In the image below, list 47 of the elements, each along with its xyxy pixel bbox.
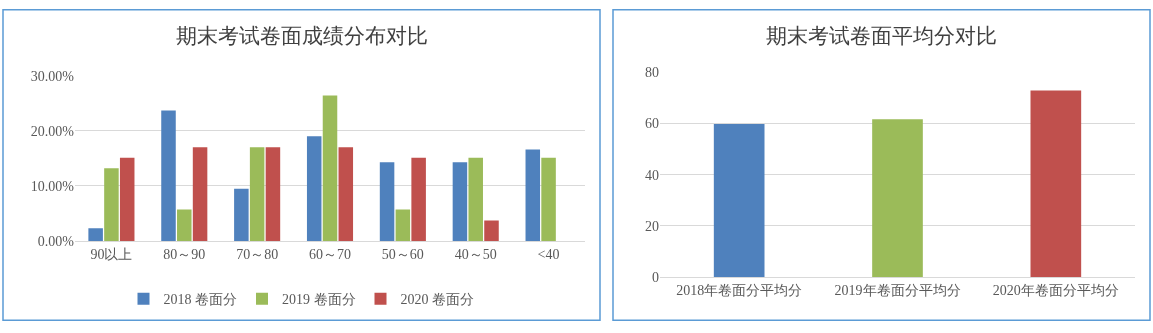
bar [525, 149, 541, 241]
bar [338, 147, 354, 241]
bar [379, 162, 395, 241]
bar [306, 136, 322, 241]
legend-label: 2020 卷面分 [400, 292, 474, 308]
x-tick-label: 60～70 [309, 246, 351, 262]
bar [322, 95, 338, 241]
bar [541, 157, 556, 241]
bar [411, 157, 426, 241]
x-tick-label: 80～90 [163, 246, 206, 262]
bar [452, 162, 468, 241]
x-tick-label: 40～50 [454, 246, 497, 262]
x-tick-label: 2018年卷面分平均分 [676, 283, 803, 299]
x-tick-label: 2019年卷面分平均分 [834, 283, 961, 299]
bar [104, 168, 119, 241]
x-tick-label: 2020年卷面分平均分 [992, 283, 1119, 299]
bar [1030, 90, 1082, 278]
legend-label: 2018 卷面分 [163, 292, 237, 308]
bar [161, 110, 176, 241]
chart-title: 期末考试卷面成绩分布对比 [176, 24, 428, 48]
chart-title: 期末考试卷面平均分对比 [766, 24, 997, 48]
x-tick-label: 50～60 [381, 246, 424, 262]
bar [234, 188, 249, 241]
legend-label: 2019 卷面分 [282, 292, 356, 308]
bar [192, 147, 208, 241]
bar [484, 220, 499, 241]
bar [872, 119, 923, 278]
bar [119, 157, 135, 241]
y-tick-label: 30.00% [30, 68, 75, 84]
bar [468, 157, 483, 241]
bar [713, 124, 765, 278]
y-tick-label: 20 [645, 218, 659, 234]
y-tick-label: 20.00% [30, 123, 75, 139]
x-tick-label: <40 [537, 246, 560, 262]
bar [88, 228, 103, 241]
y-tick-label: 0.00% [37, 233, 75, 249]
y-tick-label: 40 [645, 167, 659, 183]
bar [265, 147, 281, 241]
y-tick-label: 80 [645, 64, 659, 80]
y-tick-label: 60 [645, 116, 659, 132]
bar [177, 209, 192, 241]
x-tick-label: 90以上 [90, 246, 133, 262]
y-tick-label: 0 [652, 270, 659, 286]
y-tick-label: 10.00% [30, 178, 75, 194]
bar [249, 147, 265, 241]
x-tick-label: 70～80 [236, 246, 279, 262]
bar [395, 209, 411, 241]
